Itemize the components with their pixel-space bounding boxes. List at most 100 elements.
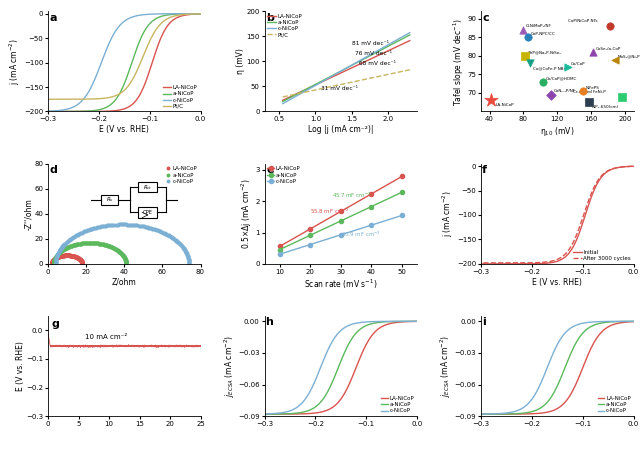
a-NiCoP — [59, 109, 67, 114]
a-NiCoP — [591, 322, 598, 328]
X-axis label: E (V vs. RHE): E (V vs. RHE) — [99, 125, 149, 134]
Line: a-NiCoP: a-NiCoP — [43, 14, 205, 112]
LA-NiCoP — [307, 226, 314, 232]
c-NiCoP — [419, 319, 426, 324]
a-NiCoP — [575, 336, 582, 342]
c-NiCoP — [185, 261, 193, 266]
LA-NiCoP — [287, 94, 294, 99]
a-NiCoP — [122, 261, 130, 266]
a-NiCoP — [395, 38, 403, 43]
Text: d: d — [50, 165, 58, 175]
a-NiCoP — [374, 320, 381, 325]
Legend: LA-NiCoP, a-NiCoP, c-NiCoP: LA-NiCoP, a-NiCoP, c-NiCoP — [381, 396, 414, 414]
Text: c: c — [483, 13, 490, 23]
Point — [578, 87, 588, 94]
c-NiCoP — [59, 108, 67, 113]
Text: NiFePS: NiFePS — [586, 86, 600, 90]
c-NiCoP — [492, 411, 499, 417]
Pt/C — [39, 97, 47, 102]
LA-NiCoP — [79, 261, 86, 266]
LA-NiCoP — [157, 35, 165, 40]
c-NiCoP — [406, 30, 413, 36]
LA-NiCoP — [589, 341, 597, 346]
Y-axis label: 0.5×Δj (mA cm$^{-2}$): 0.5×Δj (mA cm$^{-2}$) — [239, 179, 254, 249]
Text: Co@CoFe-P NBs: Co@CoFe-P NBs — [533, 66, 566, 70]
Line: a-NiCoP: a-NiCoP — [259, 321, 422, 414]
a-NiCoP — [51, 257, 58, 263]
a-NiCoP — [367, 204, 375, 209]
LA-NiCoP — [284, 95, 292, 100]
a-NiCoP — [303, 86, 310, 92]
c-NiCoP — [635, 319, 640, 324]
Text: 68 mV dec⁻¹: 68 mV dec⁻¹ — [359, 61, 396, 66]
Pt/C — [303, 89, 310, 94]
Text: CoN₀.₄P/NF: CoN₀.₄P/NF — [554, 90, 577, 94]
After 3000 cycles — [536, 260, 544, 265]
Y-axis label: $j_{ECSA}$ (mA cm$^{-2}$): $j_{ECSA}$ (mA cm$^{-2}$) — [439, 335, 453, 397]
Line: c-NiCoP: c-NiCoP — [54, 223, 190, 265]
c-NiCoP — [308, 384, 316, 389]
Pt/C — [92, 96, 100, 102]
a-NiCoP — [62, 246, 70, 251]
Point — [610, 56, 620, 63]
Line: Pt/C: Pt/C — [283, 70, 410, 97]
After 3000 cycles — [472, 260, 480, 265]
a-NiCoP — [56, 250, 63, 255]
Y-axis label: j (mA cm$^{-2}$): j (mA cm$^{-2}$) — [441, 190, 456, 237]
Text: f: f — [482, 165, 487, 175]
c-NiCoP — [303, 88, 310, 93]
c-NiCoP — [591, 319, 598, 324]
LA-NiCoP — [303, 86, 310, 92]
LA-NiCoP — [78, 259, 86, 265]
Text: 45.7 mF cm$^{-2}$: 45.7 mF cm$^{-2}$ — [332, 191, 371, 200]
Line: c-NiCoP: c-NiCoP — [283, 33, 410, 104]
Text: e: e — [266, 165, 273, 175]
a-NiCoP — [406, 32, 413, 38]
LA-NiCoP — [48, 261, 56, 266]
c-NiCoP — [589, 319, 597, 324]
After 3000 cycles — [589, 186, 597, 191]
c-NiCoP — [52, 256, 60, 261]
Pt/C — [202, 11, 209, 17]
LA-NiCoP — [575, 376, 582, 381]
a-NiCoP — [337, 218, 344, 224]
c-NiCoP — [39, 108, 47, 114]
Line: LA-NiCoP: LA-NiCoP — [283, 40, 410, 100]
LA-NiCoP — [308, 410, 316, 416]
c-NiCoP — [320, 356, 328, 362]
c-NiCoP — [525, 400, 533, 405]
Initial — [575, 233, 582, 238]
X-axis label: Scan rate (mV s$^{-1}$): Scan rate (mV s$^{-1}$) — [304, 278, 378, 291]
a-NiCoP — [255, 411, 263, 417]
LA-NiCoP — [472, 411, 480, 417]
Initial — [635, 163, 640, 169]
Line: c-NiCoP: c-NiCoP — [43, 14, 205, 111]
Pt/C — [104, 95, 111, 100]
a-NiCoP — [536, 405, 544, 411]
Legend: LA-NiCoP, a-NiCoP, c-NiCoP, Pt/C: LA-NiCoP, a-NiCoP, c-NiCoP, Pt/C — [163, 86, 198, 109]
a-NiCoP — [472, 411, 480, 417]
Y-axis label: Tafel slope (mV dec$^{-1}$): Tafel slope (mV dec$^{-1}$) — [451, 17, 466, 105]
Line: LA-NiCoP: LA-NiCoP — [259, 321, 422, 414]
LA-NiCoP — [525, 411, 533, 417]
Pt/C — [141, 49, 149, 54]
Point — [518, 26, 529, 33]
LA-NiCoP — [276, 244, 284, 249]
Line: LA-NiCoP: LA-NiCoP — [51, 254, 84, 265]
Text: Co/CoP@HOMC: Co/CoP@HOMC — [546, 76, 577, 81]
Line: LA-NiCoP: LA-NiCoP — [476, 321, 639, 414]
LA-NiCoP — [255, 411, 263, 417]
LA-NiCoP — [59, 109, 67, 114]
X-axis label: Z/ohm: Z/ohm — [112, 278, 136, 287]
Text: 30.9 mF cm$^{-2}$: 30.9 mF cm$^{-2}$ — [340, 230, 381, 239]
Pt/C — [399, 68, 407, 74]
Pt/C — [157, 21, 165, 26]
Pt/C — [395, 69, 403, 75]
c-NiCoP — [367, 222, 375, 228]
a-NiCoP — [50, 259, 58, 264]
c-NiCoP — [92, 74, 100, 79]
Text: 55.8 mF cm$^{-2}$: 55.8 mF cm$^{-2}$ — [310, 207, 350, 216]
Pt/C — [287, 93, 294, 98]
a-NiCoP — [104, 104, 111, 109]
a-NiCoP — [373, 320, 381, 325]
